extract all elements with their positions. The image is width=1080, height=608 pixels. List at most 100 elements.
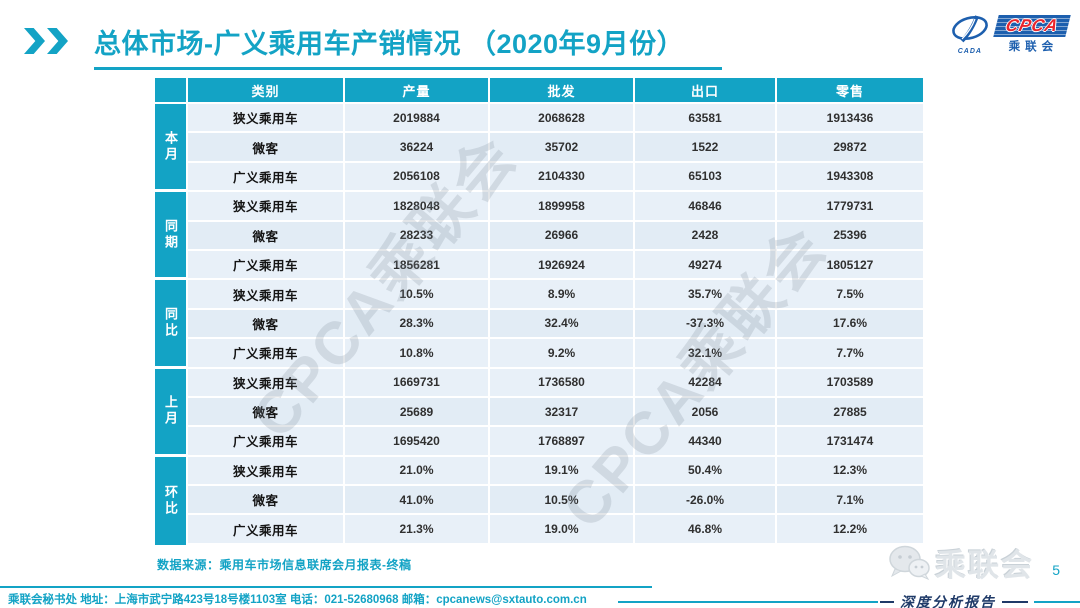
report-type-label: 深度分析报告 <box>900 594 996 608</box>
corner-cell <box>155 78 188 104</box>
table-cell: 41.0% <box>345 486 490 516</box>
category-cell: 微客 <box>188 486 345 516</box>
table-cell: 21.3% <box>345 515 490 545</box>
table-cell: 32.4% <box>490 309 635 340</box>
table-cell: -26.0% <box>635 486 777 516</box>
table-cell: 2056 <box>635 397 777 428</box>
page-number: 5 <box>1052 562 1060 578</box>
table-row: 狭义乘用车 2019884 2068628 63581 1913436 <box>188 104 923 134</box>
table-row: 广义乘用车 1856281 1926924 49274 1805127 <box>188 250 923 281</box>
table-row: 广义乘用车 2056108 2104330 65103 1943308 <box>188 162 923 193</box>
table-cell: 1779731 <box>777 192 923 222</box>
table-cell: 2104330 <box>490 162 635 193</box>
table-cell: 1828048 <box>345 192 490 222</box>
decoration-line <box>1002 601 1028 603</box>
category-cell: 狭义乘用车 <box>188 192 345 222</box>
decoration-line <box>880 601 894 603</box>
category-cell: 广义乘用车 <box>188 515 345 545</box>
table-row: 狭义乘用车 1828048 1899958 46846 1779731 <box>188 192 923 222</box>
footer-address: 乘联会秘书处 地址：上海市武宁路423号18号楼1103室 电话：021-526… <box>8 594 587 606</box>
category-cell: 微客 <box>188 133 345 163</box>
footer-divider-line <box>0 586 652 588</box>
category-cell: 狭义乘用车 <box>188 104 345 134</box>
table-row: 微客 41.0% 10.5% -26.0% 7.1% <box>188 486 923 516</box>
table-cell: 1913436 <box>777 104 923 134</box>
table-cell: 1522 <box>635 133 777 163</box>
table-cell: 32.1% <box>635 339 777 369</box>
chevron-right-icon <box>24 28 45 54</box>
table-cell: 44340 <box>635 427 777 457</box>
table-row: 微客 25689 32317 2056 27885 <box>188 397 923 428</box>
table-cell: 1856281 <box>345 250 490 281</box>
row-group-label: 环比 <box>155 456 188 545</box>
row-group-yoy: 同比 狭义乘用车 10.5% 8.9% 35.7% 7.5% 微客 28.3% … <box>155 280 923 369</box>
table-row: 广义乘用车 10.8% 9.2% 32.1% 7.7% <box>188 339 923 369</box>
table-cell: 12.3% <box>777 456 923 487</box>
table-cell: 8.9% <box>490 280 635 310</box>
category-cell: 广义乘用车 <box>188 427 345 457</box>
column-header: 产量 <box>345 78 490 104</box>
chevron-right-icon <box>47 28 68 54</box>
table-cell: 1926924 <box>490 250 635 281</box>
table-cell: 1805127 <box>777 250 923 281</box>
table-cell: 2019884 <box>345 104 490 134</box>
slide-title: 总体市场-广义乘用车产销情况 （2020年9月份） <box>94 22 723 70</box>
table-cell: 25689 <box>345 397 490 428</box>
table-cell: 1669731 <box>345 368 490 398</box>
table-cell: 19.1% <box>490 456 635 487</box>
cpca-name: 乘联会 <box>1008 41 1059 53</box>
table-cell: 1703589 <box>777 368 923 398</box>
table-cell: 35702 <box>490 133 635 163</box>
table-cell: 7.1% <box>777 486 923 516</box>
table-cell: 26966 <box>490 221 635 251</box>
table-cell: 12.2% <box>777 515 923 545</box>
table-cell: 1768897 <box>490 427 635 457</box>
row-group-label: 同期 <box>155 192 188 281</box>
table-cell: 2056108 <box>345 162 490 193</box>
cpca-swoosh-icon: CADA <box>949 14 991 55</box>
table-cell: 17.6% <box>777 309 923 340</box>
table-cell: 63581 <box>635 104 777 134</box>
row-group-label: 上月 <box>155 368 188 457</box>
table-row: 微客 36224 35702 1522 29872 <box>188 133 923 163</box>
table-cell: 49274 <box>635 250 777 281</box>
data-table: 类别 产量 批发 出口 零售 本月 狭义乘用车 2019884 2068628 … <box>155 78 923 545</box>
cpca-acronym-box: CPCA <box>993 15 1071 37</box>
category-cell: 狭义乘用车 <box>188 280 345 310</box>
table-cell: 7.7% <box>777 339 923 369</box>
slide-header: 总体市场-广义乘用车产销情况 （2020年9月份） <box>24 22 723 70</box>
column-header: 出口 <box>635 78 777 104</box>
category-cell: 广义乘用车 <box>188 250 345 281</box>
category-cell: 广义乘用车 <box>188 339 345 369</box>
table-cell: 28233 <box>345 221 490 251</box>
table-cell: 19.0% <box>490 515 635 545</box>
column-header: 零售 <box>777 78 923 104</box>
table-header-row: 类别 产量 批发 出口 零售 <box>155 78 923 104</box>
category-cell: 狭义乘用车 <box>188 368 345 398</box>
category-cell: 微客 <box>188 309 345 340</box>
table-cell: 50.4% <box>635 456 777 487</box>
category-cell: 微客 <box>188 221 345 251</box>
table-row: 广义乘用车 1695420 1768897 44340 1731474 <box>188 427 923 457</box>
table-cell: 42284 <box>635 368 777 398</box>
column-header: 批发 <box>490 78 635 104</box>
table-cell: 7.5% <box>777 280 923 310</box>
table-cell: 46.8% <box>635 515 777 545</box>
report-type-decoration: 深度分析报告 <box>618 592 1080 608</box>
table-cell: 65103 <box>635 162 777 193</box>
row-group-same-period: 同期 狭义乘用车 1828048 1899958 46846 1779731 微… <box>155 192 923 281</box>
table-cell: 25396 <box>777 221 923 251</box>
table-cell: 1695420 <box>345 427 490 457</box>
column-header: 类别 <box>188 78 345 104</box>
table-cell: 27885 <box>777 397 923 428</box>
row-group-label: 本月 <box>155 104 188 193</box>
table-cell: 2428 <box>635 221 777 251</box>
table-cell: 1731474 <box>777 427 923 457</box>
data-source-note: 数据来源：乘用车市场信息联席会月报表-终稿 <box>157 558 412 572</box>
decoration-line <box>618 601 878 603</box>
table-cell: 28.3% <box>345 309 490 340</box>
table-row: 狭义乘用车 10.5% 8.9% 35.7% 7.5% <box>188 280 923 310</box>
table-cell: 1736580 <box>490 368 635 398</box>
wechat-icon <box>889 545 930 580</box>
table-row: 狭义乘用车 21.0% 19.1% 50.4% 12.3% <box>188 456 923 487</box>
